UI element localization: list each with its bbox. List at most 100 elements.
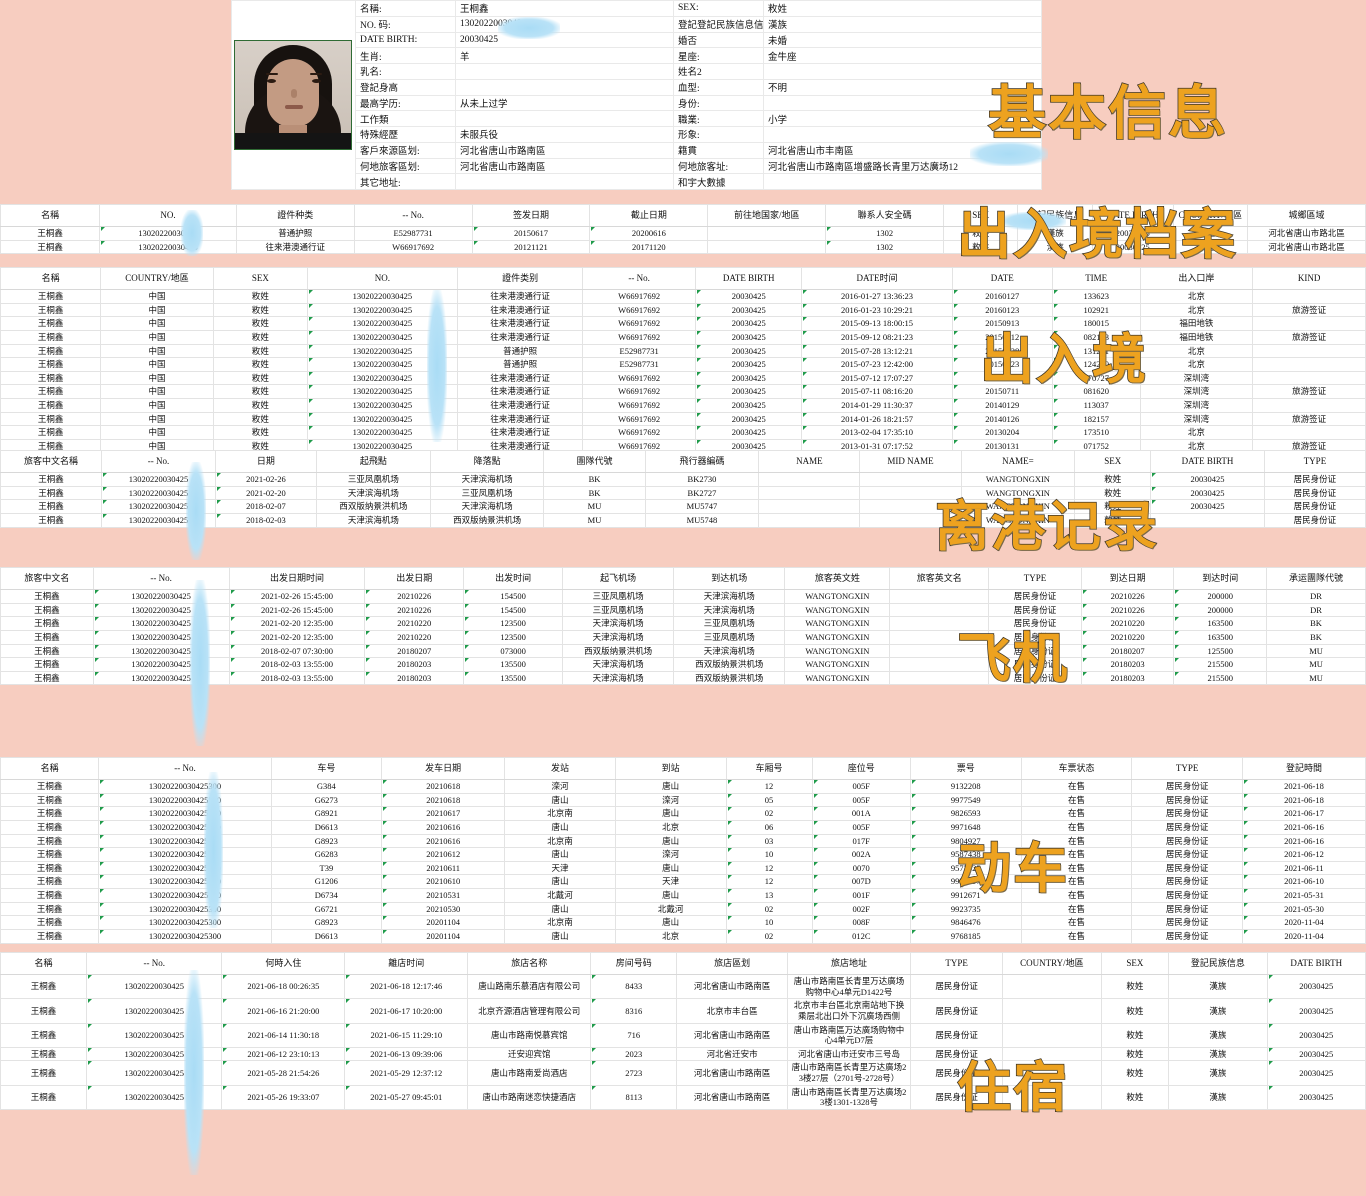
table-row[interactable]: 王桐鑫 13020220030425 2021-02-26 三亚凤凰机场 天津滨海机场 B… — [0, 472, 1366, 487]
column-header[interactable]: 旅客英文姓 — [784, 567, 891, 590]
column-header[interactable]: 发车日期 — [381, 757, 506, 780]
table-row[interactable]: 王桐鑫 13020220030425 2018-02-03 13:55:00 2018… — [0, 670, 1366, 686]
table-row[interactable]: 王桐鑫 13020220030425 2021-02-20 12:35:00 2021… — [0, 629, 1366, 645]
column-header[interactable]: 飛行器編碼 — [644, 450, 760, 473]
column-header[interactable]: DATE BIRTH — [1266, 952, 1366, 975]
column-header[interactable]: MID NAME — [859, 450, 962, 473]
table-row[interactable]: 王桐鑫 13020220030425 2018-02-03 天津滨海机场 西双版纳景洪机… — [0, 512, 1366, 528]
table-row[interactable]: 王桐鑫 中国 敉姓 13020220030425 往来港澳通行证 W66917692 200… — [0, 302, 1366, 318]
column-header[interactable]: 旅客中文名稱 — [0, 450, 103, 473]
column-header[interactable]: DATE BIRTH — [1150, 450, 1265, 473]
column-header[interactable]: 聯系人安全碼 — [825, 204, 945, 227]
table-row[interactable]: 王桐鑫 13020220030425 2021-05-26 19:33:07 2021… — [0, 1084, 1366, 1110]
column-header[interactable]: -- No. — [353, 204, 473, 227]
column-header[interactable]: 名稱 — [0, 267, 102, 290]
table-row[interactable]: 王桐鑫 中国 敉姓 13020220030425 往来港澳通行证 W66917692 200… — [0, 425, 1366, 440]
column-header[interactable]: 车票状态 — [1020, 757, 1133, 780]
table-row[interactable]: 王桐鑫 13020220030425 往来港澳通行证 W66917692 2012112… — [0, 239, 1366, 255]
column-header[interactable]: 名稱 — [0, 204, 101, 227]
column-header[interactable]: 旅店地址 — [787, 952, 911, 975]
table-row[interactable]: 王桐鑫 13020220030425300 G6283 20210612 唐山 滦河 10 0… — [0, 847, 1366, 862]
column-header[interactable]: 到达时间 — [1173, 567, 1268, 590]
column-header[interactable]: 车号 — [270, 757, 383, 780]
column-header[interactable]: NAME= — [960, 450, 1076, 473]
column-header[interactable]: -- No. — [582, 267, 696, 290]
column-header[interactable]: DATE BIRTH — [1091, 204, 1174, 227]
table-row[interactable]: 王桐鑫 13020220030425300 G8923 20210616 北京南 唐山 03… — [0, 833, 1366, 849]
column-header[interactable]: 登記時間 — [1241, 757, 1366, 780]
column-header[interactable]: 发站 — [504, 757, 616, 780]
column-header[interactable]: SEX — [943, 204, 1019, 227]
table-row[interactable]: 王桐鑫 中国 敉姓 13020220030425 往来港澳通行证 W66917692 200… — [0, 438, 1366, 454]
table-row[interactable]: 王桐鑫 13020220030425 2018-02-07 西双版纳景洪机场 天津滨海机… — [0, 499, 1366, 514]
column-header[interactable]: 名稱 — [0, 952, 88, 975]
column-header[interactable]: SEX — [1100, 952, 1170, 975]
column-header[interactable]: 出发日期时间 — [228, 567, 366, 590]
table-row[interactable]: 王桐鑫 13020220030425300 G1206 20210610 唐山 天津 12 0… — [0, 874, 1366, 889]
column-header[interactable]: 名稱 — [0, 757, 100, 780]
column-header[interactable]: TYPE — [909, 952, 1004, 975]
table-row[interactable]: 王桐鑫 13020220030425 2021-06-16 21:20:00 2021… — [0, 998, 1366, 1024]
column-header[interactable]: 團隊代號 — [543, 450, 646, 473]
table-row[interactable]: 王桐鑫 13020220030425300 G384 20210618 滦河 唐山 12 00… — [0, 779, 1366, 794]
table-row[interactable]: 王桐鑫 中国 敉姓 13020220030425 往来港澳通行证 W66917692 200… — [0, 398, 1366, 413]
column-header[interactable]: 到达机场 — [673, 567, 786, 590]
column-header[interactable]: DATE — [951, 267, 1053, 290]
column-header[interactable]: TYPE — [988, 567, 1082, 590]
column-header[interactable]: 起飞机场 — [562, 567, 675, 590]
table-row[interactable]: 王桐鑫 13020220030425 2021-06-14 11:30:18 2021… — [0, 1022, 1366, 1048]
column-header[interactable]: 離店时间 — [344, 952, 469, 975]
table-row[interactable]: 王桐鑫 13020220030425 2021-06-18 00:26:35 2021… — [0, 973, 1366, 1000]
column-header[interactable]: 到达日期 — [1080, 567, 1175, 590]
table-row[interactable]: 王桐鑫 13020220030425 2021-02-20 天津滨海机场 三亚凤凰机场 B… — [0, 485, 1366, 501]
column-header[interactable]: 旅店區划 — [676, 952, 788, 975]
table-row[interactable]: 王桐鑫 中国 敉姓 13020220030425 往来港澳通行证 W66917692 200… — [0, 329, 1366, 345]
column-header[interactable]: COUNTRY/地區 — [100, 267, 214, 290]
table-row[interactable]: 王桐鑫 13020220030425 2021-06-12 23:10:13 2021… — [0, 1046, 1366, 1062]
table-row[interactable]: 王桐鑫 13020220030425 2018-02-03 13:55:00 2018… — [0, 657, 1366, 672]
column-header[interactable]: 前往地国家/地區 — [707, 204, 827, 227]
column-header[interactable]: 日期 — [214, 450, 317, 473]
column-header[interactable]: NAME — [758, 450, 861, 473]
table-row[interactable]: 王桐鑫 13020220030425300 D6613 20210616 唐山 北京 06 0… — [0, 819, 1366, 835]
column-header[interactable]: 房间号码 — [590, 952, 678, 975]
column-header[interactable]: NO. — [99, 204, 237, 227]
table-row[interactable]: 王桐鑫 13020220030425300 T39 20210611 天津 唐山 12 007… — [0, 860, 1366, 876]
column-header[interactable]: 證件类别 — [457, 267, 584, 290]
column-header[interactable]: TYPE — [1263, 450, 1366, 473]
column-header[interactable]: 承运團隊代號 — [1266, 567, 1366, 590]
column-header[interactable]: 城鄉區域 — [1247, 204, 1366, 227]
column-header[interactable]: -- No. — [101, 450, 216, 473]
column-header[interactable]: -- No. — [86, 952, 223, 975]
column-header[interactable]: 截止日期 — [589, 204, 709, 227]
column-header[interactable]: COUNTRY/地區 — [1002, 952, 1102, 975]
column-header[interactable]: TYPE — [1131, 757, 1243, 780]
column-header[interactable]: 出发时间 — [463, 567, 564, 590]
column-header[interactable]: TIME — [1051, 267, 1141, 290]
column-header[interactable]: 出入口岸 — [1139, 267, 1254, 290]
table-row[interactable]: 王桐鑫 中国 敉姓 13020220030425 往来港澳通行证 W66917692 200… — [0, 289, 1366, 304]
column-header[interactable]: 旅客中文名 — [0, 567, 94, 590]
column-header[interactable]: 何時入住 — [221, 952, 346, 975]
column-header[interactable]: NO. — [306, 267, 459, 290]
column-header[interactable]: 降落點 — [429, 450, 545, 473]
column-header[interactable]: 车厢号 — [725, 757, 813, 780]
column-header[interactable]: -- No. — [98, 757, 272, 780]
column-header[interactable]: 出发日期 — [364, 567, 465, 590]
table-row[interactable]: 王桐鑫 13020220030425300 G6721 20210530 唐山 北戴河 02… — [0, 901, 1366, 917]
table-row[interactable]: 王桐鑫 中国 敉姓 13020220030425 普通护照 E52987731 200304… — [0, 343, 1366, 359]
table-row[interactable]: 王桐鑫 中国 敉姓 13020220030425 往来港澳通行证 W66917692 200… — [0, 370, 1366, 386]
column-header[interactable]: 座位号 — [811, 757, 911, 780]
table-row[interactable]: 王桐鑫 13020220030425 2021-02-26 15:45:00 2021… — [0, 602, 1366, 618]
column-header[interactable]: 證件种类 — [235, 204, 355, 227]
column-header[interactable]: DATE BIRTH — [694, 267, 803, 290]
column-header[interactable]: 票号 — [909, 757, 1022, 780]
table-row[interactable]: 王桐鑫 13020220030425300 G8921 20210617 北京南 唐山 02… — [0, 806, 1366, 821]
table-row[interactable]: 王桐鑫 13020220030425300 D6734 20210531 北戴河 唐山 13… — [0, 888, 1366, 903]
column-header[interactable]: 起飛點 — [315, 450, 431, 473]
table-row[interactable]: 王桐鑫 13020220030425 2021-02-20 12:35:00 2021… — [0, 616, 1366, 631]
table-row[interactable]: 王桐鑫 13020220030425300 G6273 20210618 唐山 滦河 05 0… — [0, 792, 1366, 808]
table-row[interactable]: 王桐鑫 中国 敉姓 13020220030425 往来港澳通行证 W66917692 200… — [0, 411, 1366, 427]
table-row[interactable]: 王桐鑫 13020220030425 2021-02-26 15:45:00 2021… — [0, 589, 1366, 604]
column-header[interactable]: SEX — [1074, 450, 1152, 473]
